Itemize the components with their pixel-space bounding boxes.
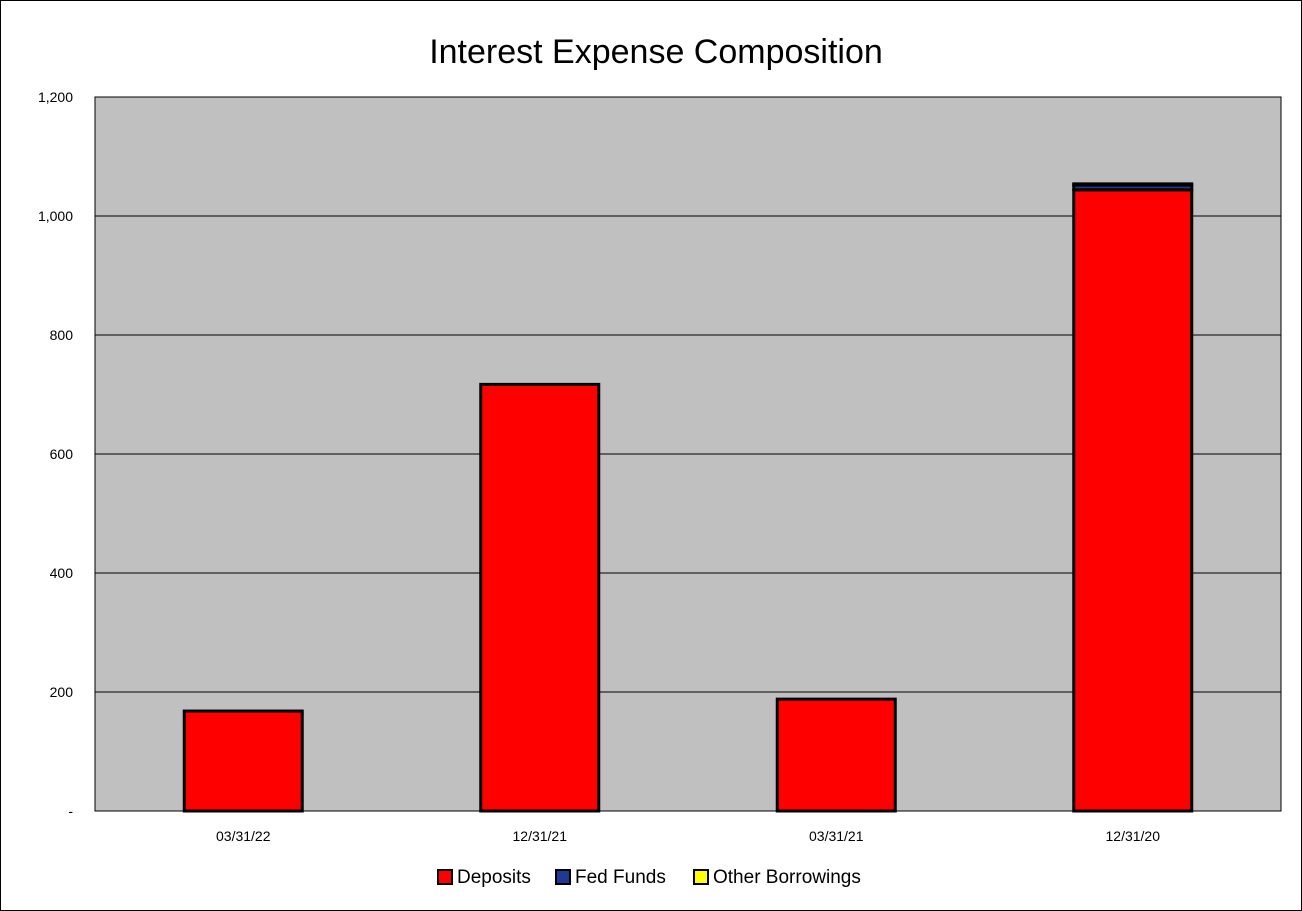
x-axis-ticks: 03/31/22 12/31/21 03/31/21 12/31/20 [216,828,1160,844]
y-tick-label: - [68,803,73,819]
y-tick-label: 800 [50,327,74,343]
y-axis-ticks: - 200 400 600 800 1,000 1,200 [38,89,73,819]
legend-swatch-other-borrowings [693,869,709,885]
x-tick-label: 12/31/21 [513,828,568,844]
x-tick-label: 03/31/21 [809,828,864,844]
legend-label: Other Borrowings [713,867,861,888]
chart-title: Interest Expense Composition [429,33,883,71]
y-tick-label: 600 [50,446,74,462]
legend: Deposits Fed Funds Other Borrowings [437,867,861,888]
bar-deposits [479,382,601,813]
y-tick-label: 200 [50,684,74,700]
bar-deposits [775,697,897,813]
y-tick-label: 1,200 [38,89,73,105]
legend-label: Deposits [457,867,531,888]
bars [182,182,1194,813]
y-tick-label: 1,000 [38,208,73,224]
legend-swatch-deposits [437,869,453,885]
legend-label: Fed Funds [575,867,666,888]
legend-swatch-fed-funds [555,869,571,885]
bar-deposits [1072,188,1194,813]
x-tick-label: 03/31/22 [216,828,271,844]
bar-other-borrowings [1072,182,1194,187]
bar-deposits [182,709,304,813]
x-tick-label: 12/31/20 [1106,828,1161,844]
y-tick-label: 400 [50,565,74,581]
